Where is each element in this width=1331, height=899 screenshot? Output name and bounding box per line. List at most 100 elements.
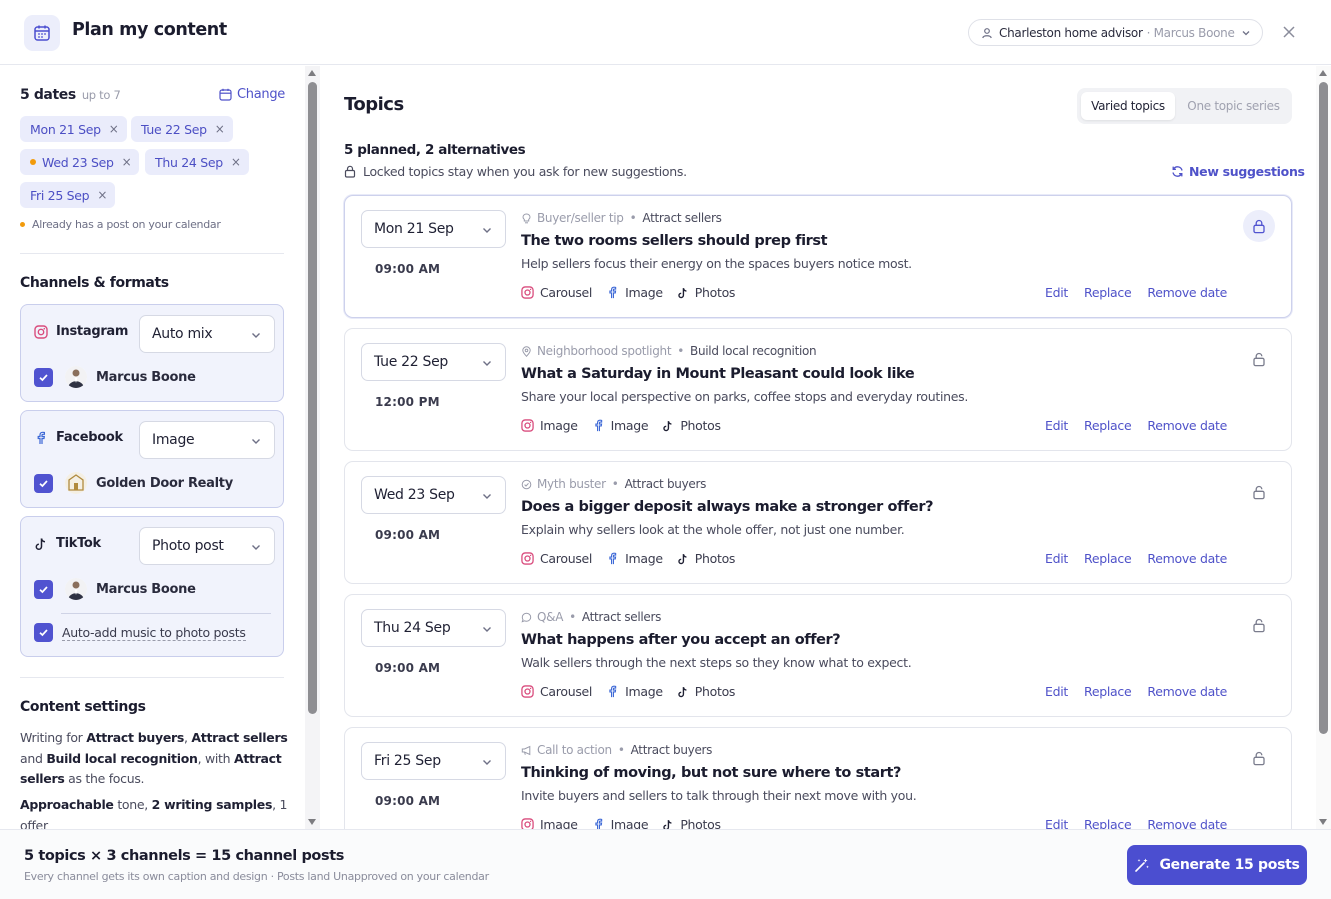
- date-chip[interactable]: Thu 24 Sep ×: [145, 149, 249, 175]
- divider: [61, 613, 271, 614]
- format-select[interactable]: Image: [139, 421, 275, 459]
- remove-icon[interactable]: ×: [121, 155, 132, 169]
- sidebar-scrollbar[interactable]: [305, 66, 320, 829]
- account-owner: · Marcus Boone: [1146, 25, 1235, 40]
- topic-card[interactable]: Fri 25 Sep 09:00 AM Call to action • Attract…: [344, 727, 1292, 829]
- cs-text: ,: [184, 730, 188, 745]
- date-select[interactable]: Thu 24 Sep: [361, 609, 506, 647]
- date-chip[interactable]: Fri 25 Sep ×: [20, 182, 116, 208]
- replace-link[interactable]: Replace: [1084, 551, 1132, 566]
- content-settings-summary: Writing for Attract buyers, Attract sell…: [20, 728, 288, 790]
- format-select[interactable]: Auto mix: [139, 315, 275, 353]
- remove-date-link[interactable]: Remove date: [1147, 285, 1227, 300]
- unlock-icon[interactable]: [1243, 609, 1275, 641]
- generate-posts-button[interactable]: Generate 15 posts: [1127, 845, 1307, 885]
- one-topic-series-option[interactable]: One topic series: [1187, 99, 1280, 113]
- replace-link[interactable]: Replace: [1084, 418, 1132, 433]
- varied-topics-option[interactable]: Varied topics: [1081, 92, 1175, 120]
- post-time[interactable]: 09:00 AM: [375, 661, 441, 675]
- account-selector[interactable]: Charleston home advisor · Marcus Boone: [968, 19, 1263, 46]
- scroll-thumb[interactable]: [308, 82, 317, 714]
- post-time[interactable]: 09:00 AM: [375, 262, 441, 276]
- badge-icon: [521, 479, 532, 490]
- edit-link[interactable]: Edit: [1045, 418, 1069, 433]
- remove-date-link[interactable]: Remove date: [1147, 551, 1227, 566]
- date-value: Tue 22 Sep: [374, 354, 449, 370]
- change-dates-link[interactable]: Change: [219, 87, 285, 102]
- account-checkbox[interactable]: [34, 579, 53, 599]
- account-checkbox[interactable]: [34, 473, 53, 493]
- lock-icon[interactable]: [1243, 210, 1275, 242]
- format-item: Image: [592, 817, 649, 829]
- format-label: Image: [610, 817, 649, 829]
- account-checkbox[interactable]: [34, 367, 53, 387]
- remove-date-link[interactable]: Remove date: [1147, 684, 1227, 699]
- format-label: Carousel: [540, 551, 593, 566]
- close-icon[interactable]: [1279, 22, 1299, 42]
- remove-icon[interactable]: ×: [230, 155, 241, 169]
- calendar-icon: [24, 15, 60, 51]
- cs-text: , 1 offer: [20, 797, 288, 829]
- post-time[interactable]: 09:00 AM: [375, 528, 441, 542]
- scroll-up-arrow[interactable]: [1319, 70, 1327, 76]
- divider: [20, 253, 284, 254]
- date-chip-label: Fri 25 Sep: [30, 187, 90, 203]
- remove-date-link[interactable]: Remove date: [1147, 817, 1227, 829]
- edit-link[interactable]: Edit: [1045, 551, 1069, 566]
- edit-link[interactable]: Edit: [1045, 817, 1069, 829]
- locked-note-text: Locked topics stay when you ask for new …: [363, 164, 687, 179]
- unlock-icon[interactable]: [1243, 742, 1275, 774]
- remove-icon[interactable]: ×: [214, 122, 225, 136]
- topic-formats: Carousel Image Photos: [521, 684, 749, 699]
- golden-door-logo: [65, 472, 87, 494]
- date-chip[interactable]: Wed 23 Sep ×: [20, 149, 140, 175]
- replace-link[interactable]: Replace: [1084, 684, 1132, 699]
- scroll-down-arrow[interactable]: [1319, 819, 1327, 825]
- format-label: Photos: [694, 285, 736, 300]
- divider: [20, 677, 284, 678]
- unlock-icon[interactable]: [1243, 476, 1275, 508]
- topic-card[interactable]: Thu 24 Sep 09:00 AM Q&A • Attract sellers Wha…: [344, 594, 1292, 717]
- replace-link[interactable]: Replace: [1084, 285, 1132, 300]
- auto-music-checkbox[interactable]: [34, 623, 53, 642]
- unlock-icon[interactable]: [1243, 343, 1275, 375]
- channel-label: Facebook: [56, 430, 123, 445]
- remove-date-link[interactable]: Remove date: [1147, 418, 1227, 433]
- format-item: Carousel: [521, 684, 592, 699]
- instagram-icon: [34, 324, 48, 339]
- topic-category: Myth buster: [537, 477, 606, 491]
- megaphone-icon: [521, 745, 532, 756]
- date-select[interactable]: Tue 22 Sep: [361, 343, 506, 381]
- main-scrollbar[interactable]: [1316, 66, 1331, 829]
- topic-card[interactable]: Mon 21 Sep 09:00 AM Buyer/seller tip • Attra…: [344, 195, 1292, 318]
- format-item: Image: [606, 551, 663, 566]
- edit-link[interactable]: Edit: [1045, 684, 1069, 699]
- remove-icon[interactable]: ×: [97, 188, 108, 202]
- locked-note: Locked topics stay when you ask for new …: [344, 164, 687, 179]
- scroll-thumb[interactable]: [1319, 82, 1328, 734]
- date-select[interactable]: Fri 25 Sep: [361, 742, 506, 780]
- post-time[interactable]: 12:00 PM: [375, 395, 440, 409]
- scroll-down-arrow[interactable]: [308, 819, 316, 825]
- topic-card[interactable]: Tue 22 Sep 12:00 PM Neighborhood spotlight…: [344, 328, 1292, 451]
- format-select[interactable]: Photo post: [139, 527, 275, 565]
- format-label: Image: [625, 684, 663, 699]
- date-chip-label: Wed 23 Sep: [42, 154, 114, 170]
- separator-dot: •: [677, 344, 685, 358]
- date-select[interactable]: Wed 23 Sep: [361, 476, 506, 514]
- account-row: Marcus Boone: [34, 578, 196, 600]
- chevron-down-icon: [481, 756, 493, 768]
- topic-actions: Edit Replace Remove date: [1045, 418, 1243, 433]
- topic-card[interactable]: Wed 23 Sep 09:00 AM Myth buster • Attract bu…: [344, 461, 1292, 584]
- date-select[interactable]: Mon 21 Sep: [361, 210, 506, 248]
- new-suggestions-button[interactable]: New suggestions: [1171, 164, 1305, 179]
- date-chip[interactable]: Tue 22 Sep ×: [131, 116, 233, 142]
- date-chip[interactable]: Mon 21 Sep ×: [20, 116, 127, 142]
- edit-link[interactable]: Edit: [1045, 285, 1069, 300]
- scroll-up-arrow[interactable]: [308, 70, 316, 76]
- remove-icon[interactable]: ×: [108, 122, 119, 136]
- replace-link[interactable]: Replace: [1084, 817, 1132, 829]
- post-time[interactable]: 09:00 AM: [375, 794, 441, 808]
- auto-music-option: Auto-add music to photo posts: [34, 623, 246, 642]
- topic-formats: Carousel Image Photos: [521, 551, 749, 566]
